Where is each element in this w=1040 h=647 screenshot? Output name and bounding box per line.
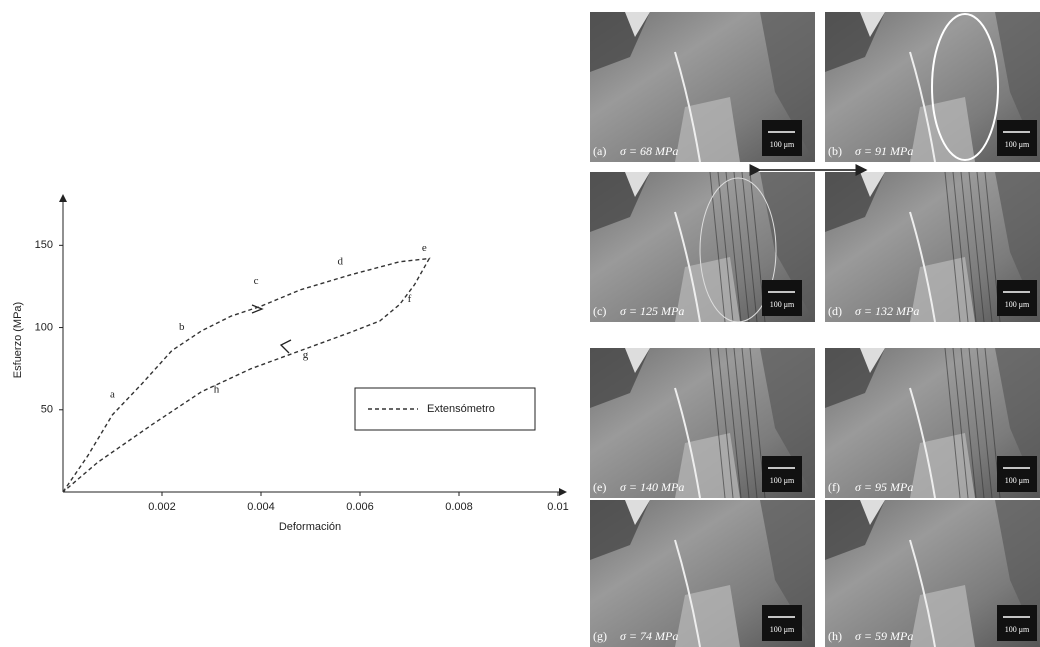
- panel-stress: σ = 95 MPa: [855, 480, 913, 494]
- panel-stress: σ = 140 MPa: [620, 480, 684, 494]
- scale-box: [762, 456, 802, 492]
- scale-box: [997, 605, 1037, 641]
- figure: Deformación Esfuerzo (MPa) Extensómetro …: [0, 0, 1040, 647]
- scale-label: 100 μm: [1005, 625, 1030, 634]
- point-label: d: [337, 255, 343, 267]
- panel-letter: (c): [593, 304, 606, 318]
- scale-label: 100 μm: [770, 140, 795, 149]
- x-axis-label: Deformación: [279, 521, 341, 533]
- panel-stress: σ = 59 MPa: [855, 629, 913, 643]
- panel-letter: (a): [593, 144, 606, 158]
- x-tick-label: 0.006: [346, 501, 374, 513]
- micrograph: 100 μm (d) σ = 132 MPa: [825, 172, 1040, 322]
- panel-letter: (f): [828, 480, 840, 494]
- micrograph: 100 μm (c) σ = 125 MPa: [590, 172, 815, 322]
- y-tick-label: 150: [35, 239, 53, 251]
- point-label: a: [110, 389, 115, 401]
- panel-letter: (b): [828, 144, 842, 158]
- scale-box: [997, 456, 1037, 492]
- panel-stress: σ = 74 MPa: [620, 629, 678, 643]
- micrograph: 100 μm (f) σ = 95 MPa: [825, 348, 1040, 498]
- panel-letter: (e): [593, 480, 606, 494]
- point-label: b: [179, 321, 185, 333]
- chart-background: [0, 190, 575, 540]
- legend-label: Extensómetro: [427, 403, 495, 415]
- panel-stress: σ = 132 MPa: [855, 304, 919, 318]
- panel-stress: σ = 68 MPa: [620, 144, 678, 158]
- y-tick-label: 100: [35, 321, 53, 333]
- scale-box: [997, 280, 1037, 316]
- scale-label: 100 μm: [1005, 476, 1030, 485]
- scale-label: 100 μm: [770, 476, 795, 485]
- panel-letter: (d): [828, 304, 842, 318]
- scale-box: [762, 280, 802, 316]
- point-label: f: [408, 293, 412, 305]
- y-tick-label: 50: [41, 404, 53, 416]
- micrograph: 100 μm (e) σ = 140 MPa: [590, 348, 815, 498]
- micrograph: 100 μm (a) σ = 68 MPa: [590, 12, 815, 162]
- scale-label: 100 μm: [770, 300, 795, 309]
- scale-box: [762, 120, 802, 156]
- x-tick-label: 0.002: [148, 501, 176, 513]
- scale-label: 100 μm: [770, 625, 795, 634]
- panel-letter: (h): [828, 629, 842, 643]
- x-tick-label: 0.01: [547, 501, 568, 513]
- panel-letter: (g): [593, 629, 607, 643]
- x-tick-label: 0.004: [247, 501, 275, 513]
- y-axis-label: Esfuerzo (MPa): [12, 302, 24, 378]
- scale-label: 100 μm: [1005, 140, 1030, 149]
- point-label: g: [303, 349, 309, 361]
- scale-box: [997, 120, 1037, 156]
- micrograph: 100 μm (h) σ = 59 MPa: [825, 500, 1040, 647]
- micrograph: 100 μm (b) σ = 91 MPa: [825, 12, 1040, 162]
- scale-label: 100 μm: [1005, 300, 1030, 309]
- point-label: h: [214, 384, 220, 396]
- point-label: c: [254, 275, 259, 287]
- point-label: e: [422, 242, 427, 254]
- micrograph: 100 μm (g) σ = 74 MPa: [590, 500, 815, 647]
- x-tick-label: 0.008: [445, 501, 473, 513]
- scale-box: [762, 605, 802, 641]
- panel-stress: σ = 91 MPa: [855, 144, 913, 158]
- panel-stress: σ = 125 MPa: [620, 304, 684, 318]
